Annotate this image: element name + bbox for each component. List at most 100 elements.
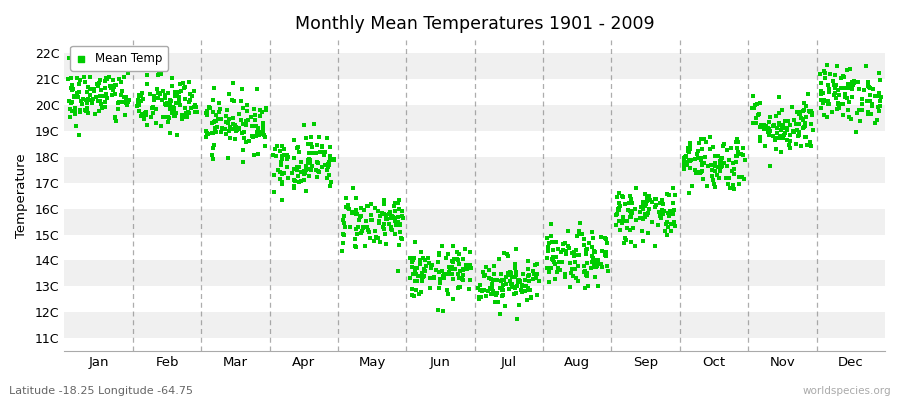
- Point: [309, 166, 323, 173]
- Point: [240, 116, 255, 123]
- Point: [208, 118, 222, 125]
- Point: [163, 102, 177, 108]
- Point: [93, 108, 107, 114]
- Point: [359, 218, 374, 224]
- Point: [816, 90, 831, 96]
- Point: [161, 90, 176, 96]
- Point: [615, 220, 629, 226]
- Point: [85, 100, 99, 106]
- Point: [111, 100, 125, 106]
- Point: [590, 264, 604, 270]
- Point: [509, 272, 524, 278]
- Point: [501, 286, 516, 292]
- Point: [679, 152, 693, 159]
- Point: [625, 209, 639, 216]
- Point: [730, 145, 744, 151]
- Point: [168, 89, 183, 96]
- Point: [68, 105, 83, 111]
- Point: [138, 110, 152, 116]
- Point: [779, 125, 794, 131]
- Point: [585, 235, 599, 242]
- Point: [383, 215, 398, 222]
- Point: [798, 114, 813, 120]
- Point: [385, 212, 400, 219]
- Point: [87, 88, 102, 94]
- Point: [806, 126, 820, 133]
- Point: [404, 258, 419, 265]
- Point: [566, 266, 580, 272]
- Point: [386, 214, 400, 220]
- Point: [825, 77, 840, 84]
- Point: [714, 159, 728, 166]
- Point: [572, 228, 586, 234]
- Point: [793, 114, 807, 121]
- Point: [433, 276, 447, 282]
- Point: [419, 263, 434, 270]
- Point: [634, 215, 648, 221]
- Point: [797, 123, 812, 129]
- Point: [757, 126, 771, 132]
- Point: [140, 109, 154, 116]
- Point: [496, 287, 510, 293]
- Point: [790, 109, 805, 115]
- Point: [151, 90, 166, 96]
- Point: [817, 97, 832, 104]
- Point: [515, 282, 529, 288]
- Point: [613, 226, 627, 233]
- Point: [97, 98, 112, 105]
- Point: [521, 265, 535, 272]
- Point: [719, 162, 733, 169]
- Point: [405, 257, 419, 263]
- Point: [723, 184, 737, 191]
- Point: [707, 162, 722, 168]
- Point: [656, 201, 670, 208]
- Point: [750, 100, 764, 107]
- Point: [201, 131, 215, 137]
- Point: [351, 224, 365, 230]
- Point: [637, 191, 652, 198]
- Point: [160, 100, 175, 106]
- Point: [796, 107, 811, 114]
- Point: [583, 265, 598, 272]
- Point: [822, 88, 836, 95]
- Point: [270, 142, 284, 149]
- Point: [354, 212, 368, 219]
- Point: [391, 268, 405, 274]
- Point: [302, 150, 316, 156]
- Point: [356, 225, 371, 232]
- Point: [778, 118, 792, 124]
- Point: [610, 194, 625, 200]
- Point: [346, 208, 360, 215]
- Point: [348, 195, 363, 201]
- Point: [452, 261, 466, 267]
- Point: [72, 89, 86, 96]
- Point: [509, 315, 524, 322]
- Point: [209, 118, 223, 124]
- Point: [711, 164, 725, 170]
- Point: [617, 240, 632, 246]
- Point: [865, 103, 879, 109]
- Point: [274, 196, 289, 203]
- Point: [220, 155, 235, 161]
- Point: [745, 92, 760, 99]
- Point: [134, 93, 148, 99]
- Point: [337, 232, 351, 238]
- Point: [567, 249, 581, 256]
- Point: [275, 179, 290, 185]
- Point: [772, 120, 787, 126]
- Point: [337, 231, 351, 237]
- Point: [522, 271, 536, 278]
- Point: [135, 110, 149, 117]
- Point: [473, 293, 488, 300]
- Point: [640, 195, 654, 201]
- Point: [846, 78, 860, 85]
- Point: [74, 98, 88, 104]
- Point: [110, 58, 124, 64]
- Point: [189, 104, 203, 110]
- Point: [708, 153, 723, 159]
- Point: [436, 308, 450, 314]
- Point: [130, 97, 145, 103]
- Point: [609, 222, 624, 228]
- Point: [796, 100, 811, 106]
- Point: [104, 92, 119, 98]
